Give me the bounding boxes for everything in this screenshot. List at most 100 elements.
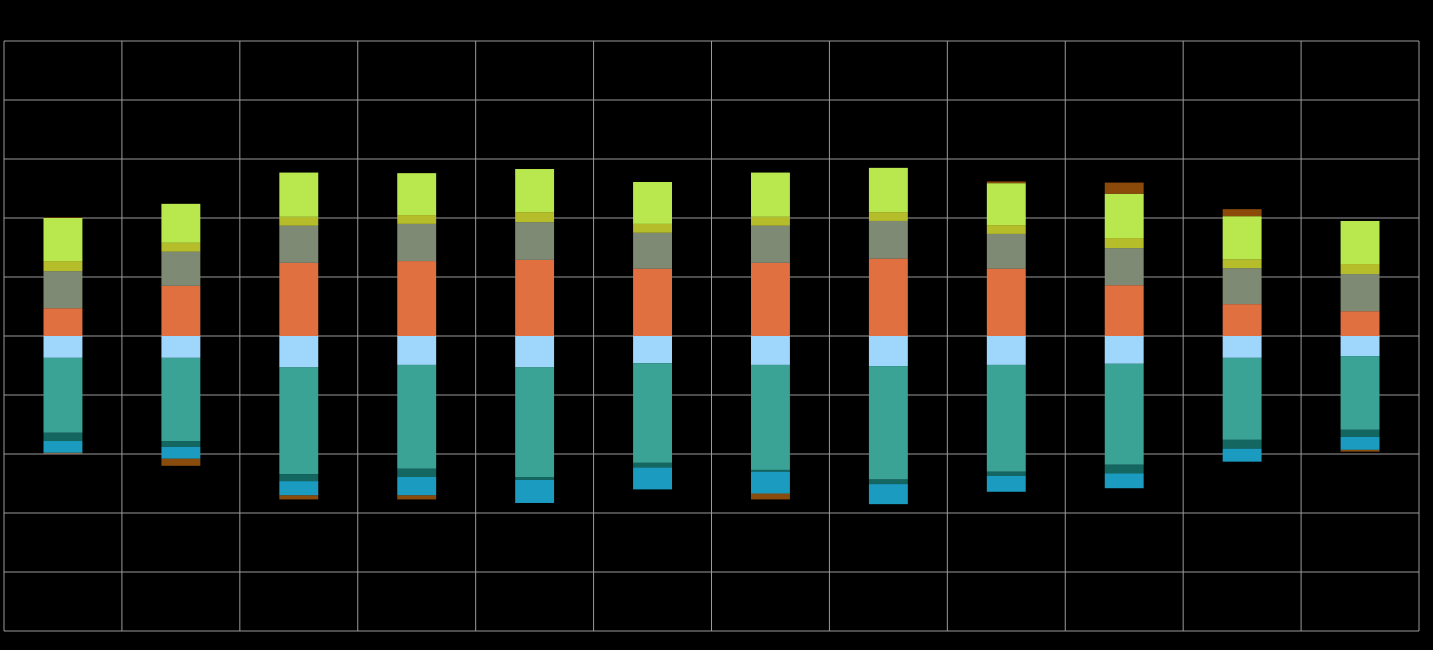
bar-segment: [1222, 439, 1262, 449]
bar-segment: [1222, 209, 1262, 217]
bar-segment: [397, 215, 437, 224]
bar-segment: [1340, 311, 1380, 336]
bar-segment: [868, 336, 908, 367]
bar-segment: [161, 458, 201, 466]
bar-segment: [751, 493, 790, 500]
bar-segment: [986, 268, 1026, 336]
bar-segment: [279, 367, 319, 475]
bar-segment: [633, 182, 672, 224]
bar-segment: [161, 441, 201, 447]
bar-segment: [986, 183, 1026, 226]
bar-segment: [515, 479, 555, 503]
bar-segment: [279, 474, 319, 482]
bar-segment: [633, 232, 672, 269]
bar-segment: [633, 336, 672, 364]
bar-segment: [986, 336, 1026, 365]
bar-segment: [1104, 182, 1144, 194]
bar-segment: [1104, 193, 1144, 239]
bar-segment: [633, 462, 672, 468]
bar-segment: [279, 172, 319, 217]
bar-segment: [279, 262, 319, 336]
bar-segment: [43, 308, 83, 336]
bar-segment: [397, 223, 437, 262]
bar-segment: [1104, 473, 1144, 489]
bar-segment: [868, 484, 908, 505]
bar-segment: [161, 336, 201, 358]
bar-segment: [161, 203, 201, 243]
bar-segment: [1104, 363, 1144, 465]
bar-segment: [986, 225, 1026, 234]
bar-segment: [751, 225, 790, 263]
bar-segment: [751, 336, 790, 365]
bar-segment: [279, 481, 319, 496]
bar-segment: [397, 495, 437, 500]
bar-segment: [1222, 357, 1262, 440]
bar-segment: [515, 477, 555, 480]
bar-segment: [279, 495, 319, 500]
bar-segment: [43, 218, 83, 262]
bar-segment: [751, 216, 790, 226]
bar-segment: [43, 357, 83, 433]
bar-segment: [515, 169, 555, 213]
bar-segment: [1104, 336, 1144, 364]
bar-segment: [161, 242, 201, 252]
bar-segment: [397, 336, 437, 365]
bar-segment: [1222, 336, 1262, 358]
bar-segment: [868, 220, 908, 259]
bar-segment: [751, 364, 790, 470]
bar-segment: [397, 364, 437, 469]
bar-segment: [868, 366, 908, 480]
bar-segment: [397, 477, 437, 496]
bar-segment: [1222, 448, 1262, 462]
bar-segment: [868, 212, 908, 221]
bar-segment: [751, 469, 790, 472]
bar-segment: [161, 285, 201, 336]
bar-segment: [1340, 436, 1380, 450]
bar-segment: [1340, 429, 1380, 437]
bar-segment: [515, 336, 555, 368]
bar-segment: [279, 336, 319, 368]
bar-segment: [515, 222, 555, 260]
bar-segment: [43, 452, 83, 454]
bar-segment: [1104, 248, 1144, 286]
bar-segment: [397, 468, 437, 478]
bar-segment: [986, 233, 1026, 269]
bar-segment: [43, 271, 83, 309]
bar-segment: [43, 217, 83, 218]
bar-segment: [633, 268, 672, 336]
bar-segment: [43, 441, 83, 453]
bar-segment: [279, 225, 319, 263]
bar-segment: [751, 262, 790, 336]
bar-segment: [751, 172, 790, 217]
bar-segment: [1222, 259, 1262, 269]
bar-segment: [43, 432, 83, 442]
bar-segment: [1340, 336, 1380, 357]
bar-segment: [1340, 264, 1380, 275]
bar-segment: [1104, 285, 1144, 336]
bar-segment: [986, 364, 1026, 472]
bar-segment: [279, 216, 319, 226]
bar-segment: [986, 475, 1026, 492]
bar-segment: [1340, 449, 1380, 452]
bar-segment: [986, 181, 1026, 184]
bar-segment: [161, 357, 201, 442]
bar-segment: [1104, 238, 1144, 249]
bar-segment: [1222, 304, 1262, 336]
bar-segment: [397, 261, 437, 336]
bar-segment: [397, 173, 437, 216]
bar-segment: [161, 446, 201, 459]
bar-segment: [1222, 216, 1262, 260]
bar-segment: [1340, 274, 1380, 312]
bar-segment: [43, 336, 83, 358]
bar-segment: [633, 467, 672, 490]
bar-segment: [986, 471, 1026, 476]
bar-segment: [1222, 268, 1262, 305]
bar-segment: [868, 258, 908, 336]
bar-segment: [868, 479, 908, 485]
bar-segment: [633, 223, 672, 233]
bar-segment: [751, 471, 790, 494]
bar-segment: [1104, 464, 1144, 474]
